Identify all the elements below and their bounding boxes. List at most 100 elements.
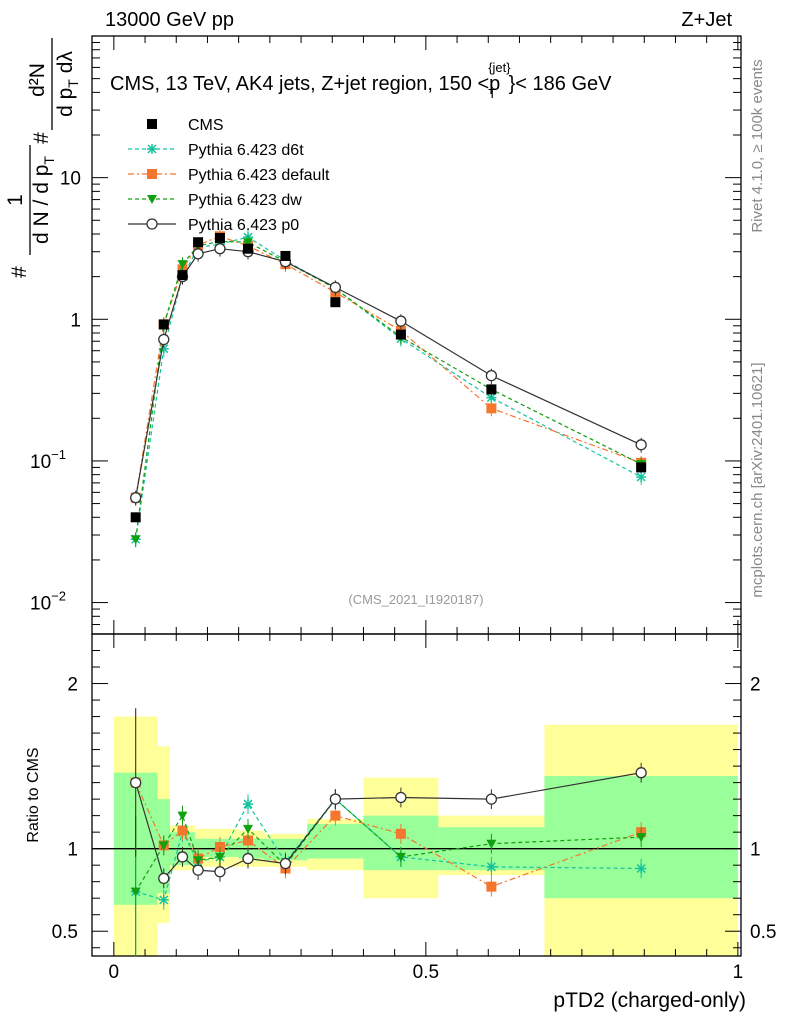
main-line-pythia-6-423-dw bbox=[135, 240, 642, 540]
legend-label-pythia-6-423-d6t: Pythia 6.423 d6t bbox=[188, 142, 304, 159]
ratio-point-pythia-6-423-dw bbox=[395, 852, 406, 862]
y-tick-label: 10−2 bbox=[30, 589, 66, 615]
main-point-pythia-6-423-d6t bbox=[486, 392, 497, 403]
ratio-point-pythia-6-423-default bbox=[395, 828, 406, 839]
header-process: 13000 GeV pp bbox=[105, 9, 234, 31]
legend-label-pythia-6-423-dw: Pythia 6.423 dw bbox=[188, 192, 302, 209]
ratio-y-tick-label-left: 0.5 bbox=[52, 922, 78, 943]
main-point-pythia-6-423-dw bbox=[243, 238, 254, 248]
ratio-y-tick-label-right: 0.5 bbox=[750, 922, 776, 943]
ratio-point-pythia-6-423-default bbox=[330, 810, 341, 821]
main-point-pythia-6-423-p0 bbox=[485, 370, 498, 382]
ratio-point-pythia-6-423-p0 bbox=[329, 793, 342, 805]
legend-label-pythia-6-423-p0: Pythia 6.423 p0 bbox=[188, 217, 299, 234]
ratio-point-pythia-6-423-d6t bbox=[243, 799, 254, 810]
chart-title: CMS, 13 TeV, AK4 jets, Z+jet region, 150… bbox=[110, 60, 612, 101]
ratio-point-pythia-6-423-default bbox=[177, 825, 188, 836]
main-point-cms bbox=[158, 319, 169, 330]
plot-frames bbox=[91, 35, 742, 957]
ratio-y-tick-label-left: 2 bbox=[67, 675, 78, 696]
main-point-pythia-6-423-p0 bbox=[130, 492, 142, 504]
ylabel-hash-right: # bbox=[30, 132, 53, 144]
main-point-cms bbox=[280, 250, 291, 261]
main-point-pythia-6-423-default bbox=[486, 403, 497, 414]
ratio-point-pythia-6-423-default bbox=[486, 881, 497, 892]
ratio-point-pythia-6-423-dw bbox=[214, 852, 225, 862]
x-axis-label: pTD2 (charged-only) bbox=[553, 989, 746, 1012]
main-point-cms bbox=[636, 462, 647, 473]
ratio-point-pythia-6-423-d6t bbox=[636, 863, 647, 874]
ratio-point-pythia-6-423-p0 bbox=[635, 767, 647, 779]
main-line-pythia-6-423-d6t bbox=[135, 236, 642, 540]
main-point-pythia-6-423-p0 bbox=[192, 248, 204, 260]
ratio-y-tick-label-right: 1 bbox=[750, 840, 761, 861]
ratio-point-pythia-6-423-p0 bbox=[158, 872, 170, 885]
main-line-pythia-6-423-default bbox=[135, 235, 642, 498]
ratio-point-pythia-6-423-dw bbox=[636, 833, 647, 843]
main-point-cms bbox=[395, 329, 406, 340]
analysis-id: (CMS_2021_I1920187) bbox=[348, 592, 483, 607]
ratio-point-pythia-6-423-p0 bbox=[214, 866, 226, 878]
mcplots-label: mcplots.cern.ch [arXiv:2401.10621] bbox=[749, 362, 766, 597]
main-point-pythia-6-423-d6t bbox=[158, 343, 169, 354]
legend: CMS Pythia 6.423 d6t Pythia 6.423 default P… bbox=[128, 117, 330, 234]
ratio-series bbox=[130, 708, 647, 956]
main-point-cms bbox=[330, 297, 341, 308]
legend-marker-cms bbox=[147, 119, 157, 129]
ratio-point-pythia-6-423-default bbox=[243, 835, 254, 846]
ratio-point-pythia-6-423-p0 bbox=[242, 852, 254, 865]
main-point-pythia-6-423-p0 bbox=[214, 243, 226, 255]
ratio-point-pythia-6-423-p0 bbox=[130, 776, 142, 789]
main-point-pythia-6-423-p0 bbox=[329, 281, 342, 294]
main-point-pythia-6-423-dw bbox=[177, 260, 188, 270]
legend-label-pythia-6-423-default: Pythia 6.423 default bbox=[188, 167, 330, 184]
ratio-point-pythia-6-423-p0 bbox=[176, 851, 189, 863]
legend-marker-pythia-6-423-dw bbox=[147, 195, 157, 204]
ylabel-one: 1 bbox=[4, 194, 27, 206]
main-point-pythia-6-423-p0 bbox=[395, 315, 407, 327]
ylabel-den: d N / d pT bbox=[30, 156, 57, 244]
header-analysis-group: Z+Jet bbox=[681, 9, 732, 31]
main-point-cms bbox=[214, 232, 225, 243]
ylabel-right-num: d²N bbox=[26, 63, 49, 97]
ratio-frame bbox=[91, 633, 742, 957]
main-point-cms bbox=[130, 512, 141, 523]
ylabel-hash-left: # bbox=[8, 266, 31, 278]
main-line-pythia-6-423-p0 bbox=[135, 248, 642, 498]
ratio-point-pythia-6-423-d6t bbox=[158, 894, 169, 905]
ylabel-right-den: d pT dλ bbox=[54, 51, 81, 117]
x-tick-label: 1 bbox=[733, 962, 744, 983]
ratio-point-pythia-6-423-dw bbox=[486, 839, 497, 849]
legend-marker-pythia-6-423-default bbox=[147, 169, 157, 179]
ratio-y-tick-label-right: 2 bbox=[750, 675, 761, 696]
main-point-cms bbox=[177, 270, 188, 281]
main-point-pythia-6-423-p0 bbox=[158, 333, 170, 346]
ratio-point-pythia-6-423-dw bbox=[158, 841, 169, 851]
main-point-pythia-6-423-p0 bbox=[635, 439, 647, 451]
main-point-cms bbox=[243, 243, 254, 254]
x-tick-label: 0.5 bbox=[413, 962, 439, 983]
ratio-point-pythia-6-423-p0 bbox=[192, 864, 204, 876]
main-ylabel: # 1 d N / d pT # d²N d pT dλ bbox=[4, 38, 81, 278]
axis-ticks: 0 0.5 1 10−2 10−1 1 10 0.5 0.5 1 1 2 2 bbox=[30, 35, 776, 983]
y-tick-label: 10 bbox=[60, 169, 81, 190]
main-point-cms bbox=[193, 237, 204, 248]
x-tick-label: 0 bbox=[109, 962, 120, 983]
ratio-ylabel: Ratio to CMS bbox=[25, 747, 42, 842]
ratio-point-pythia-6-423-dw bbox=[177, 811, 188, 821]
legend-marker-pythia-6-423-p0 bbox=[146, 218, 158, 230]
legend-marker-pythia-6-423-d6t bbox=[147, 144, 157, 154]
main-point-pythia-6-423-dw bbox=[130, 535, 141, 545]
y-tick-label: 10−1 bbox=[30, 447, 66, 473]
ratio-point-pythia-6-423-dw bbox=[130, 887, 141, 897]
main-series bbox=[130, 229, 647, 548]
main-point-cms bbox=[486, 384, 497, 395]
ratio-point-pythia-6-423-d6t bbox=[486, 861, 497, 872]
ratio-point-pythia-6-423-p0 bbox=[485, 793, 498, 805]
green-band-6 bbox=[307, 823, 364, 859]
ratio-point-pythia-6-423-p0 bbox=[395, 791, 407, 804]
ratio-y-tick-label-left: 1 bbox=[67, 840, 78, 861]
main-point-pythia-6-423-d6t bbox=[636, 472, 647, 483]
green-band-5 bbox=[263, 838, 308, 861]
